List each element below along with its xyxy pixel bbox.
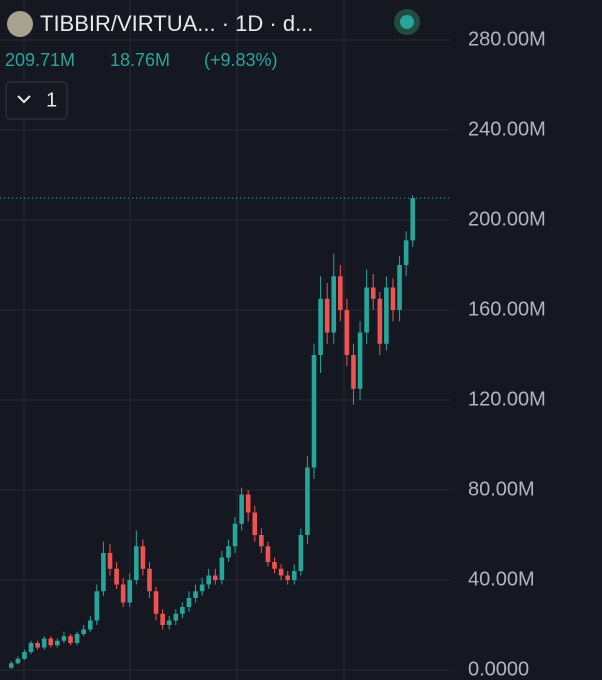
candle-body [15, 658, 21, 664]
candle-body [364, 287, 369, 333]
y-tick-label: 200.00M [468, 208, 546, 230]
candle-body [239, 494, 244, 524]
candle-body [180, 607, 185, 614]
candle-body [410, 198, 416, 241]
candle-body [298, 535, 304, 572]
avatar [7, 11, 33, 37]
candle-body [87, 620, 93, 630]
candle-body [377, 298, 383, 344]
candle-body [94, 591, 100, 621]
candle-body [370, 287, 376, 299]
candle-body [272, 562, 277, 569]
y-tick-label: 280.00M [468, 28, 546, 50]
candle-body [22, 652, 27, 659]
candle-body [173, 613, 179, 621]
candle-body [291, 571, 297, 581]
candle-body [344, 310, 350, 356]
y-tick-label: 40.00M [468, 568, 535, 590]
candle-body [193, 591, 198, 599]
candle-body [278, 568, 284, 576]
candle-body [107, 553, 113, 569]
candle-body [324, 298, 330, 333]
candle-body [48, 638, 54, 646]
candle-body [397, 265, 402, 311]
candle-body [120, 584, 126, 603]
candle-body [28, 643, 34, 653]
candle-body [101, 553, 106, 592]
symbol-title: TIBBIR/VIRTUA... · 1D · d... [40, 11, 313, 36]
indicator-toggle[interactable] [5, 81, 68, 120]
candle-body [147, 568, 152, 592]
candle-body [219, 557, 225, 581]
status-dot [400, 15, 414, 29]
candle-body [114, 568, 119, 585]
candle-body [351, 355, 356, 389]
candle-body [357, 332, 363, 389]
change-percent: (+9.83%) [204, 50, 278, 70]
candle-body [186, 598, 192, 608]
candle-body [206, 575, 212, 585]
candle-body [338, 276, 343, 311]
plot [0, 39, 450, 671]
candle-body [68, 636, 73, 644]
candle-body [41, 638, 47, 648]
candle-body [74, 634, 80, 644]
candle-body [153, 591, 159, 614]
candle-body [81, 629, 86, 635]
y-tick-label: 80.00M [468, 478, 535, 500]
chevron-icon [17, 95, 31, 104]
y-tick-label: 160.00M [468, 298, 546, 320]
candle-body [127, 580, 133, 603]
candle-body [331, 276, 337, 333]
candle-body [232, 523, 238, 547]
candle-body [8, 663, 14, 668]
candle-body [252, 512, 258, 536]
y-tick-label: 240.00M [468, 118, 546, 140]
candle-body [311, 355, 317, 468]
candle-body [55, 640, 60, 646]
candle-body [61, 636, 67, 641]
candle-body [166, 620, 172, 626]
candle-body [245, 494, 251, 513]
candle-body [199, 584, 205, 592]
candle-body [259, 535, 264, 547]
candle-body [305, 467, 310, 536]
indicator-count: 1 [46, 89, 57, 111]
candle-body [212, 575, 218, 581]
y-tick-label: 120.00M [468, 388, 546, 410]
candle-body [390, 287, 396, 311]
candle-body [318, 298, 323, 356]
candle-body [285, 575, 290, 581]
candle-body [265, 546, 271, 563]
y-tick-label: 0.0000 [468, 658, 529, 680]
candle-body [35, 643, 40, 648]
close-value: 209.71M [5, 50, 75, 70]
candle-body [226, 546, 231, 558]
candle-body [160, 613, 165, 626]
candle-body [384, 287, 389, 344]
change-value: 18.76M [110, 50, 170, 70]
candle-body [140, 546, 146, 569]
candle-body [134, 546, 139, 581]
candle-body [403, 240, 409, 266]
